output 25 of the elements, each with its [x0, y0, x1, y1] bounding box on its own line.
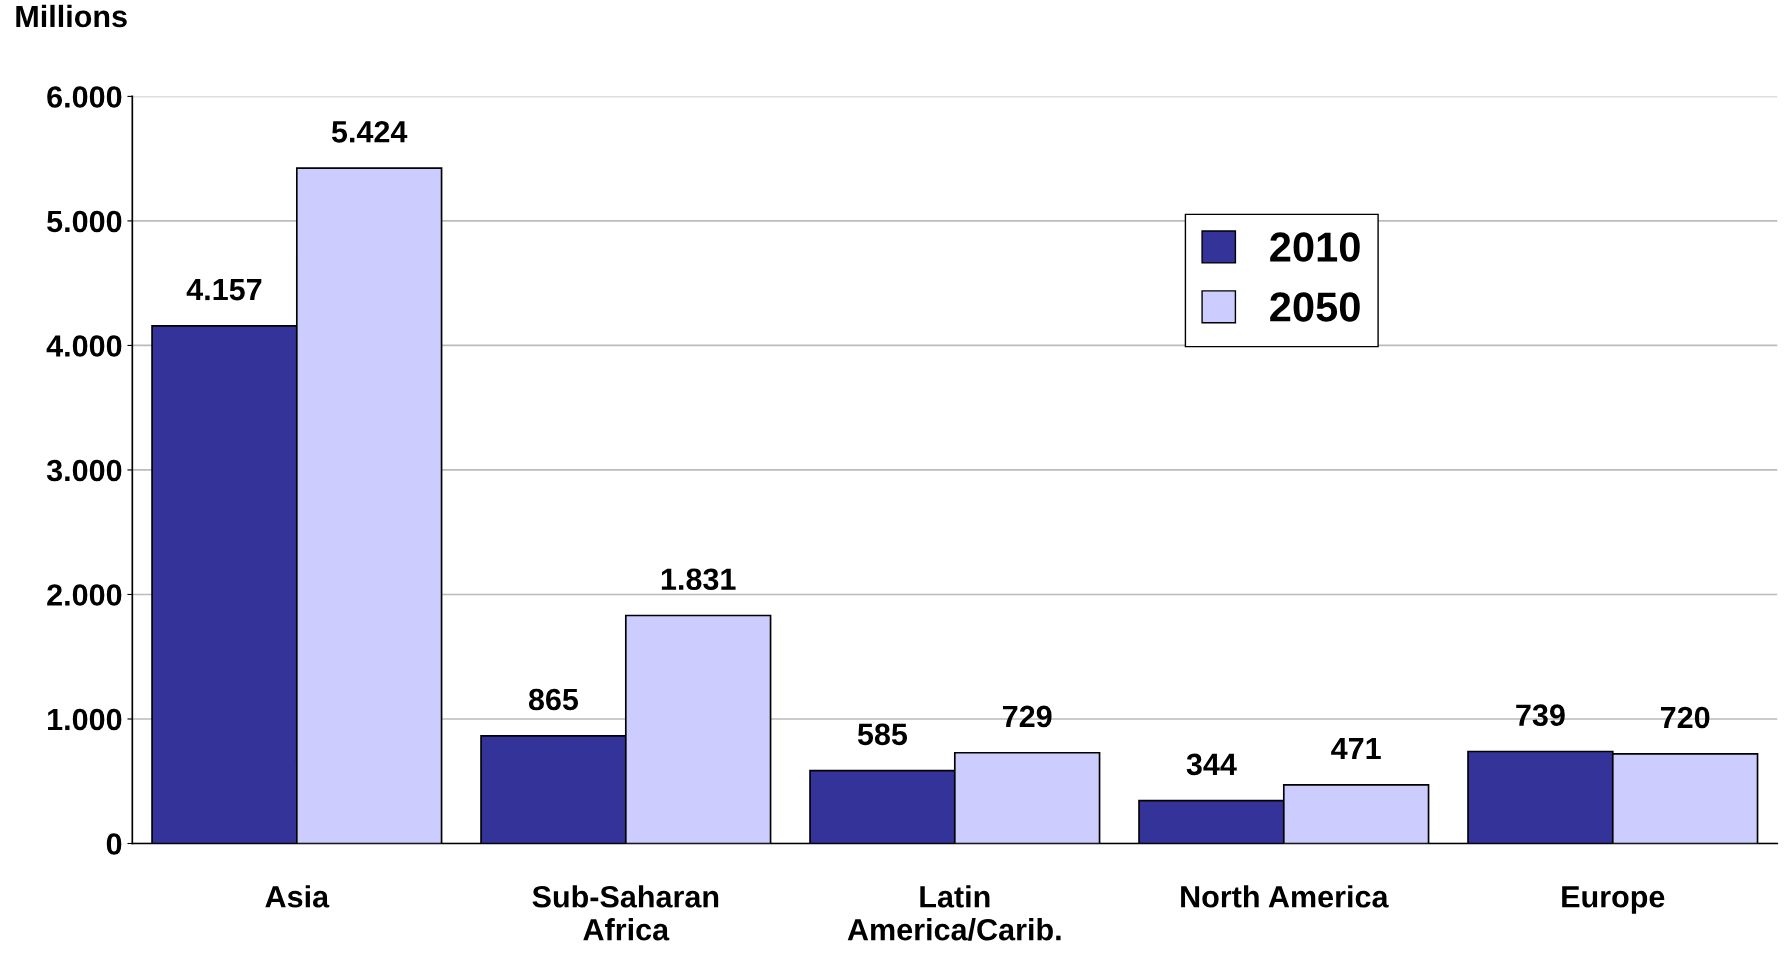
- x-tick-label: Latin America/Carib.: [847, 885, 1061, 941]
- y-tick-label: 5.000: [47, 210, 122, 233]
- data-label: 4.157: [186, 279, 262, 301]
- y-axis-title: Millions: [16, 4, 127, 28]
- y-tick-label: 4.000: [46, 335, 122, 357]
- data-label: 344: [1186, 753, 1237, 776]
- data-label: 729: [1003, 705, 1052, 728]
- legend-label: 2050: [1270, 292, 1360, 322]
- data-label: 471: [1331, 738, 1381, 760]
- data-label: 720: [1660, 706, 1710, 729]
- x-tick-label: Europe: [1562, 886, 1665, 914]
- y-tick-label: 3.000: [46, 459, 122, 482]
- data-label: 585: [857, 723, 908, 746]
- x-tick-label: Asia: [265, 885, 330, 908]
- data-label: 5.424: [331, 121, 408, 143]
- y-tick-label: 0: [106, 833, 122, 855]
- legend-label: 2010: [1270, 232, 1360, 262]
- x-tick-label: North America: [1181, 885, 1389, 908]
- y-tick-label: 6.000: [47, 86, 122, 108]
- x-tick-label: Sub-Saharan Africa: [532, 885, 719, 941]
- data-label: 865: [528, 688, 579, 711]
- y-tick-label: 1.000: [48, 708, 122, 731]
- data-label: 1.831: [661, 568, 736, 591]
- y-tick-label: 2.000: [47, 584, 122, 606]
- data-label: 739: [1516, 704, 1565, 727]
